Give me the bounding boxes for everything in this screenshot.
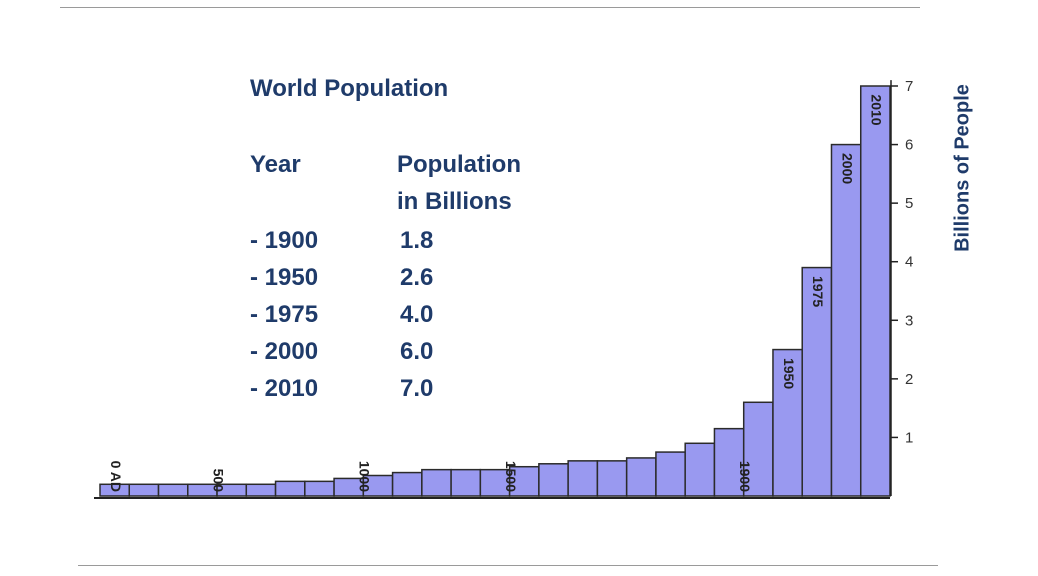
bar [450,468,482,497]
bar [245,483,277,497]
y-tick-label: 4 [905,254,913,271]
bar-year-label: 1975 [810,276,826,307]
bar [772,348,803,497]
table-year-cell: - 1950 [250,264,319,291]
bar [655,451,686,497]
x-axis-label: 0 AD [108,461,124,492]
y-axis-label: Billions of People [948,62,978,274]
bar [567,460,599,497]
table-year-cell: - 1975 [250,301,319,328]
table-population-cell: 4.0 [400,301,434,328]
bar [274,480,306,497]
bar [538,463,569,497]
x-axis-label: 1900 [737,461,753,492]
top-divider [60,7,920,8]
bars-group: 1950 1975 2000 2010 [99,85,891,497]
bar-year-label: 1950 [781,358,797,389]
y-tick-label: 7 [905,78,913,95]
bar [830,143,862,497]
x-axis-label: 1000 [357,461,373,492]
table-population-cell: 1.8 [400,227,434,254]
bar [157,483,189,497]
y-axis-label-text: Billions of People [951,84,974,252]
bar [625,457,657,497]
table-population-cell: 2.6 [400,264,434,291]
table-year-header: Year [250,151,301,178]
bar [596,460,628,497]
bar-year-label: 2000 [839,153,855,184]
table-population-cell: 7.0 [400,375,434,402]
x-axis-label: 1500 [503,461,519,492]
table-population-cell: 6.0 [400,338,434,365]
bar [801,266,833,497]
y-tick-label: 1 [905,429,913,446]
table-population-header: Population in Billions [397,151,521,215]
y-tick-label: 6 [905,137,913,154]
table-year-cell: - 1900 [250,227,319,254]
bar [859,85,891,497]
table-year-cell: - 2010 [250,375,319,402]
bar [128,483,160,497]
x-axis-label: 500 [210,469,226,493]
bar [391,471,423,497]
bar-year-label: 2010 [869,94,885,125]
table-year-cell: - 2000 [250,338,319,365]
bar [684,442,716,497]
bottom-divider [78,565,938,566]
chart-title: World Population [250,75,449,102]
bar [421,468,452,497]
y-tick-label: 2 [905,371,913,388]
axes-group: 1 2 3 4 5 6 7 0 AD 500 1000 1500 1900 [94,78,913,499]
y-tick-label: 5 [905,195,913,212]
bar [304,480,335,497]
y-tick-label: 3 [905,312,913,329]
